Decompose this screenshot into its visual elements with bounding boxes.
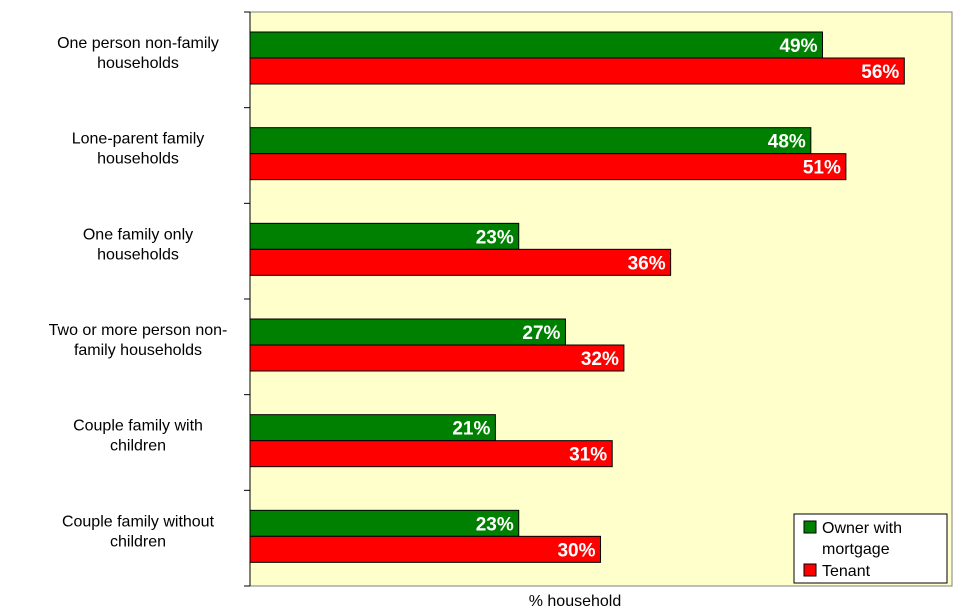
category-label-line: children: [110, 533, 166, 550]
bar-owner-with-mortgage: [249, 127, 812, 155]
x-axis-title: % household: [529, 593, 622, 610]
category-label-line: Couple family with: [73, 418, 203, 435]
category-label-line: households: [97, 151, 179, 168]
bar-tenant: [249, 248, 672, 276]
category-label-line: households: [97, 55, 179, 72]
data-label: 23%: [476, 227, 514, 248]
bar-owner-with-mortgage: [249, 318, 566, 346]
category-label-line: Couple family without: [62, 513, 215, 530]
category-label-line: households: [97, 246, 179, 263]
category-label-line: Two or more person non-: [49, 322, 228, 339]
data-label: 21%: [452, 419, 490, 440]
bar-tenant: [249, 344, 625, 372]
category-label: Couple family with children: [73, 418, 203, 455]
category-label: One person non-family households: [57, 35, 219, 72]
category-labels: One person non-family householdsLone-pare…: [49, 35, 228, 550]
data-label: 36%: [628, 253, 666, 274]
bar-tenant: [249, 153, 847, 181]
plot-area: [249, 11, 953, 587]
category-label-line: children: [110, 438, 166, 455]
bar-tenant: [249, 535, 602, 563]
category-label-line: family households: [74, 342, 202, 359]
category-label-line: One family only: [83, 226, 193, 243]
data-label: 23%: [476, 514, 514, 535]
bar-owner-with-mortgage: [249, 509, 520, 537]
data-label: 31%: [569, 445, 607, 466]
legend-label-owner-line1: Owner with: [822, 520, 902, 537]
category-label-line: Lone-parent family: [72, 131, 205, 148]
legend: Owner with mortgage Tenant: [793, 513, 948, 584]
legend-box: [793, 513, 948, 584]
data-label: 48%: [768, 132, 806, 153]
data-label: 32%: [581, 349, 619, 370]
bar-tenant: [249, 440, 613, 468]
data-labels: 49% 56% 48% 51% 23% 36% 27% 32% 21% 31% 23% 30%: [452, 36, 899, 561]
category-label: Couple family without children: [62, 513, 215, 550]
data-label: 30%: [557, 540, 595, 561]
bars: [249, 31, 905, 563]
data-label: 27%: [522, 323, 560, 344]
category-label-line: One person non-family: [57, 35, 219, 52]
category-ticks: [244, 11, 250, 587]
data-label: 51%: [803, 158, 841, 179]
category-label: One family only households: [83, 226, 193, 263]
bar-owner-with-mortgage: [249, 31, 824, 59]
bar-owner-with-mortgage: [249, 222, 520, 250]
legend-label-tenant: Tenant: [822, 563, 871, 580]
legend-swatch-owner: [803, 520, 817, 534]
data-label: 56%: [861, 62, 899, 83]
category-label: Two or more person non-family households: [49, 322, 228, 359]
legend-label-owner-line2: mortgage: [822, 541, 890, 558]
bar-tenant: [249, 57, 905, 85]
data-label: 49%: [779, 36, 817, 57]
legend-swatch-tenant: [803, 563, 817, 577]
category-label: Lone-parent family households: [72, 131, 205, 168]
